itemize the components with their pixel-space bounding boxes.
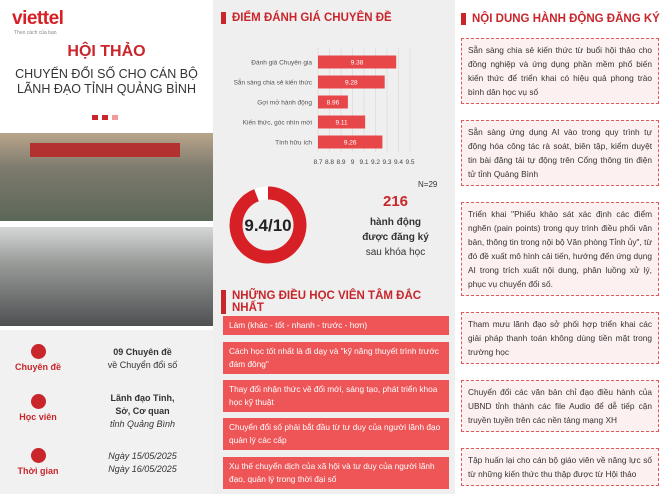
brand-name: viettel — [12, 8, 64, 29]
category-label: Tính hữu ích — [275, 140, 312, 147]
right-panel: NỘI DUNG HÀNH ĐỘNG ĐĂNG KÝ Sẵn sàng chia… — [455, 0, 663, 494]
x-tick-label: 8.8 — [325, 159, 334, 166]
section-title: ĐIỂM ĐÁNH GIÁ CHUYÊN ĐỀ — [221, 12, 392, 24]
value-label: 9.11 — [335, 120, 348, 127]
takeaway-item: Thay đổi nhận thức về đổi mới, sáng tạo,… — [223, 380, 449, 412]
value-label: 8.96 — [327, 100, 340, 107]
takeaway-item: Xu thế chuyển dịch của xã hội và tư duy … — [223, 457, 449, 489]
score-label: 9.4/10 — [244, 216, 291, 235]
info-line: Ngày 16/05/2025 — [108, 464, 177, 474]
caption-line: được đăng ký — [362, 232, 429, 243]
info-label: Học viên — [19, 412, 57, 422]
donut-arc — [229, 186, 307, 264]
middle-panel: ĐIỂM ĐÁNH GIÁ CHUYÊN ĐỀ 8.7 8.8 8.9 9 9.1 9.2… — [213, 0, 455, 494]
value-label: 9.26 — [344, 140, 357, 147]
bar — [318, 95, 348, 109]
photo — [0, 133, 213, 221]
sample-size: N=29 — [418, 180, 438, 189]
bar — [318, 135, 383, 149]
action-item: Tham mưu lãnh đạo sở phối hợp triển khai… — [461, 312, 659, 364]
x-tick-label: 8.7 — [313, 159, 322, 166]
bar-chart: 8.7 8.8 8.9 9 9.1 9.2 9.3 9.4 9.5 Đánh giá Chuyên… — [234, 48, 415, 166]
info-line: Sở, Cơ quan — [115, 406, 170, 416]
info-lines: Ngày 15/05/2025 Ngày 16/05/2025 — [80, 450, 205, 476]
x-tick-label: 9.4 — [394, 159, 403, 166]
info-icon — [31, 448, 46, 463]
caption-line: sau khóa học — [365, 247, 426, 258]
x-tick-label: 9.2 — [371, 159, 380, 166]
info-line: Ngày 15/05/2025 — [108, 451, 177, 461]
subtitle-line: LÃNH ĐẠO TỈNH QUẢNG BÌNH — [17, 82, 196, 96]
score-donut: 9.4/10 — [229, 186, 307, 264]
photo — [0, 227, 213, 326]
category-label: Đánh giá Chuyên gia — [251, 60, 312, 67]
event-title: HỘI THẢO — [67, 43, 146, 60]
info-icon — [31, 344, 46, 359]
x-tick-label: 8.9 — [336, 159, 345, 166]
section-title: NHỮNG ĐIỀU HỌC VIÊN TÂM ĐẮC NHẤT — [221, 290, 455, 314]
info-lines: 09 Chuyên đề về Chuyển đổi số — [80, 346, 205, 372]
value-label: 9.38 — [351, 60, 364, 67]
action-item: Sẵn sàng chia sẻ kiến thức từ buổi hội t… — [461, 38, 659, 104]
section-title: NỘI DUNG HÀNH ĐỘNG ĐĂNG KÝ — [461, 13, 660, 25]
info-line: về Chuyển đổi số — [107, 360, 178, 370]
info-line: Lãnh đạo Tỉnh, — [110, 393, 175, 403]
action-item: Tập huấn lại cho cán bộ giáo viên về năn… — [461, 448, 659, 486]
category-label: Kiến thức, góc nhìn mới — [243, 118, 312, 127]
bar — [318, 115, 366, 129]
x-tick-label: 9.5 — [405, 159, 414, 166]
bar — [318, 55, 397, 69]
takeaway-item: Chuyển đổi số phải bắt đầu từ tư duy của… — [223, 418, 449, 450]
x-tick-label: 9 — [351, 159, 355, 166]
subtitle-line: CHUYỂN ĐỔI SỐ CHO CÁN BỘ — [15, 67, 198, 81]
takeaway-item: Cách học tốt nhất là đi dạy và "kỹ năng … — [223, 342, 449, 374]
action-count: 216 — [382, 193, 409, 210]
bar — [318, 75, 385, 89]
category-label: Sẵn sàng chia sẻ kiến thức — [234, 78, 313, 87]
event-subtitle: CHUYỂN ĐỔI SỐ CHO CÁN BỘ LÃNH ĐẠO TỈNH Q… — [0, 67, 213, 97]
value-label: 9.28 — [345, 80, 358, 87]
action-list: Sẵn sàng chia sẻ kiến thức từ buổi hội t… — [461, 38, 659, 486]
x-tick-label: 9.3 — [382, 159, 391, 166]
info-label: Chuyên đề — [14, 362, 61, 372]
info-line: 09 Chuyên đề — [113, 347, 172, 357]
caption-line: hành động — [369, 217, 422, 228]
info-line: tỉnh Quảng Bình — [109, 419, 176, 429]
category-label: Gợi mở hành động — [257, 99, 312, 107]
info-panel: Chuyên đề 09 Chuyên đề về Chuyển đổi số Học… — [0, 330, 213, 494]
brand-slogan: Theo cách của bạn — [14, 30, 57, 36]
info-icon — [31, 394, 46, 409]
info-lines: Lãnh đạo Tỉnh, Sở, Cơ quan tỉnh Quảng Bình — [80, 392, 205, 431]
action-item: Triển khai "Phiếu khảo sát xác định các … — [461, 202, 659, 296]
takeaway-item: Làm (khác - tốt - nhanh - trước - hơn) — [223, 316, 449, 335]
action-count-caption: hành động được đăng ký sau khóa học — [328, 215, 463, 260]
action-item: Chuyển đổi các văn bản chỉ đạo điều hành… — [461, 380, 659, 432]
action-item: Sẵn sàng ứng dụng AI vào trong quy trình… — [461, 120, 659, 186]
x-tick-label: 9.1 — [359, 159, 368, 166]
decor-dots — [92, 115, 118, 120]
info-label: Thời gian — [17, 466, 59, 476]
